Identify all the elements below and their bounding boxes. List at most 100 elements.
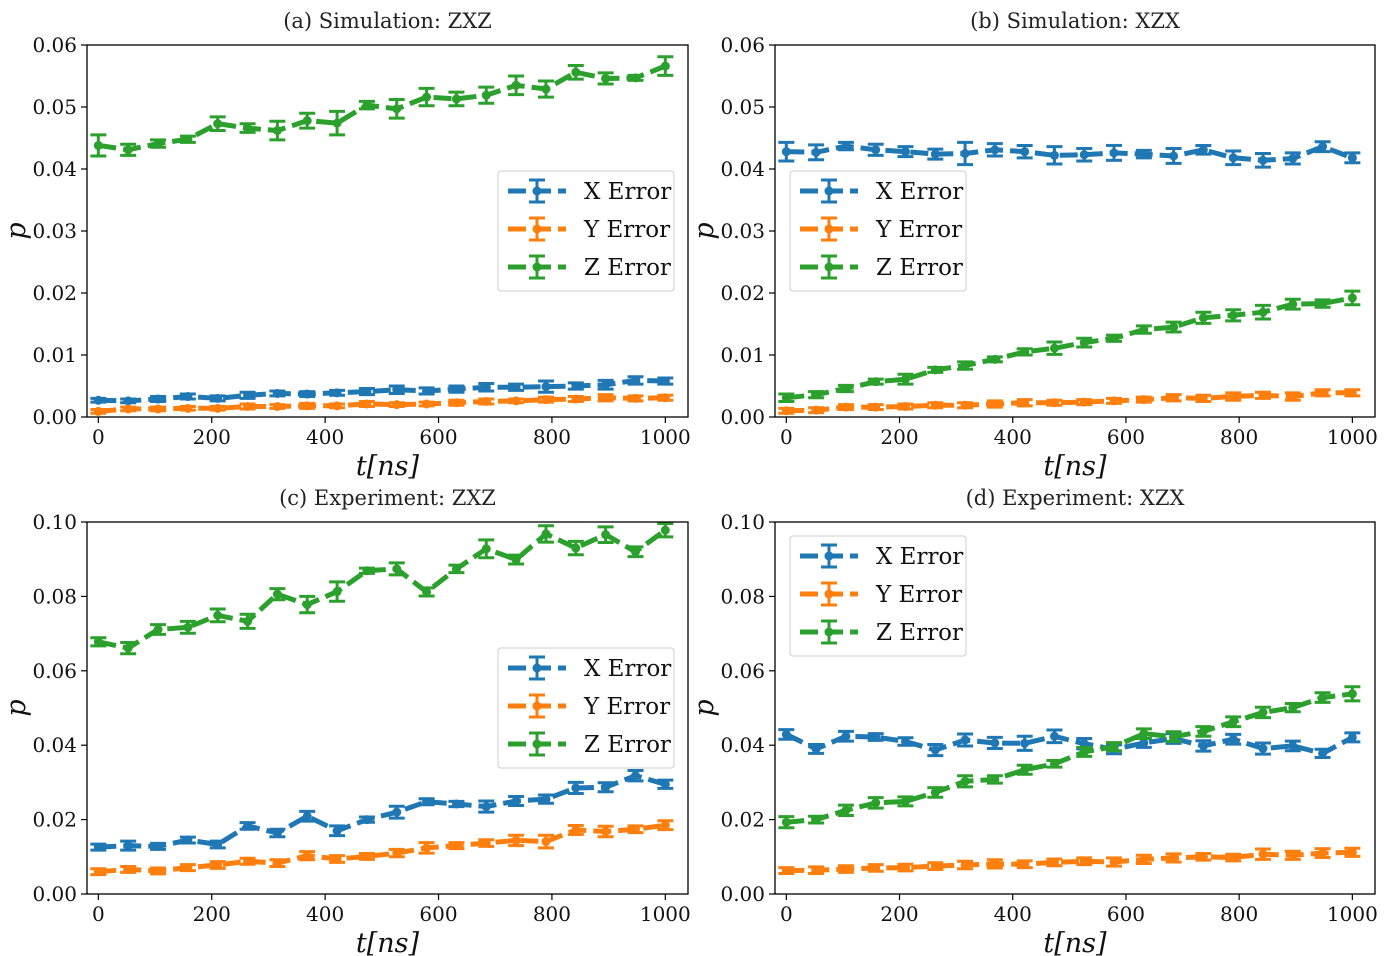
data-point [1198, 741, 1208, 751]
data-point [630, 393, 640, 403]
data-point [392, 848, 402, 858]
legend-label: Z Error [584, 255, 671, 281]
data-point [1049, 759, 1059, 769]
data-point [302, 600, 312, 610]
x-tick-label: 800 [1220, 425, 1258, 449]
legend-marker [532, 663, 542, 673]
data-point [841, 805, 851, 815]
data-point [183, 134, 193, 144]
x-tick-label: 600 [419, 425, 457, 449]
data-point [811, 390, 821, 400]
data-point [213, 610, 223, 620]
data-point [1049, 398, 1059, 408]
data-point [153, 139, 163, 149]
data-point [332, 854, 342, 864]
data-point [511, 555, 521, 565]
data-point [153, 841, 163, 851]
data-point [960, 149, 970, 158]
y-tick-label: 0.03 [32, 219, 77, 243]
data-point [541, 382, 551, 392]
data-point [1049, 857, 1059, 867]
data-point [1049, 343, 1059, 353]
data-point [871, 145, 881, 155]
data-point [630, 73, 640, 83]
data-point [601, 782, 611, 792]
y-axis-label: p [1, 222, 32, 239]
data-point [841, 402, 851, 412]
data-point [302, 389, 312, 399]
x-tick-label: 200 [193, 425, 231, 449]
x-axis-label: t[ns] [1043, 928, 1107, 956]
data-point [1198, 852, 1208, 862]
data-point [302, 401, 312, 411]
data-point [841, 383, 851, 393]
data-point [1079, 856, 1089, 866]
y-tick-label: 0.06 [32, 33, 77, 57]
data-point [481, 397, 491, 406]
data-point [1258, 707, 1268, 717]
data-point [1139, 395, 1149, 405]
data-point [511, 382, 521, 392]
data-point [1288, 392, 1298, 402]
data-point [871, 798, 881, 808]
data-point [1020, 347, 1030, 357]
y-tick-label: 0.02 [720, 281, 765, 305]
x-tick-label: 1000 [640, 902, 691, 926]
x-tick-label: 800 [1220, 902, 1258, 926]
data-point [990, 859, 1000, 869]
series-line [97, 528, 667, 651]
data-point [1288, 153, 1298, 163]
data-point [272, 828, 282, 838]
series-line [98, 773, 666, 850]
data-point [93, 867, 103, 877]
data-point [451, 398, 461, 408]
data-point [93, 637, 103, 647]
data-point [1198, 313, 1208, 323]
data-point [1020, 147, 1030, 157]
chart-title: (b) Simulation: XZX [970, 9, 1180, 33]
data-point [1347, 689, 1357, 699]
data-point [481, 838, 491, 848]
y-tick-label: 0.08 [720, 584, 765, 608]
data-point [781, 866, 791, 876]
data-point [1020, 859, 1030, 869]
data-point [123, 643, 133, 653]
data-point [930, 400, 940, 410]
x-axis-label: t[ns] [1043, 451, 1107, 482]
data-point [183, 835, 193, 845]
data-point [601, 530, 611, 540]
data-point [302, 116, 312, 126]
y-tick-label: 0.08 [32, 584, 77, 608]
data-point [1228, 153, 1238, 163]
data-point [123, 404, 133, 414]
data-point [1139, 325, 1149, 335]
y-tick-label: 0.00 [32, 405, 77, 429]
data-point [451, 94, 461, 104]
legend-label: Z Error [876, 255, 963, 281]
data-point [1109, 333, 1119, 343]
chart-panel-3: (d) Experiment: XZX 0 200 400 600 800 1000 0.00… [689, 486, 1378, 956]
x-tick-label: 200 [880, 902, 918, 926]
data-point [1169, 322, 1179, 332]
data-point [183, 622, 193, 632]
data-point [990, 145, 1000, 155]
data-point [213, 393, 223, 403]
data-point [1347, 732, 1357, 742]
data-point [93, 842, 103, 852]
y-tick-label: 0.06 [32, 659, 77, 683]
data-point [451, 564, 461, 574]
y-axis-label: p [1, 699, 32, 716]
y-tick-label: 0.04 [32, 157, 77, 181]
data-point [1288, 299, 1298, 309]
data-point [272, 858, 282, 868]
data-point [332, 826, 342, 836]
data-point [781, 406, 791, 416]
legend-label: X Error [876, 544, 963, 570]
data-point [511, 396, 521, 406]
data-point [272, 401, 282, 411]
legend-label: Y Error [583, 694, 670, 720]
data-point [1318, 748, 1328, 758]
x-tick-label: 0 [92, 902, 105, 926]
legend-label: X Error [584, 656, 671, 682]
